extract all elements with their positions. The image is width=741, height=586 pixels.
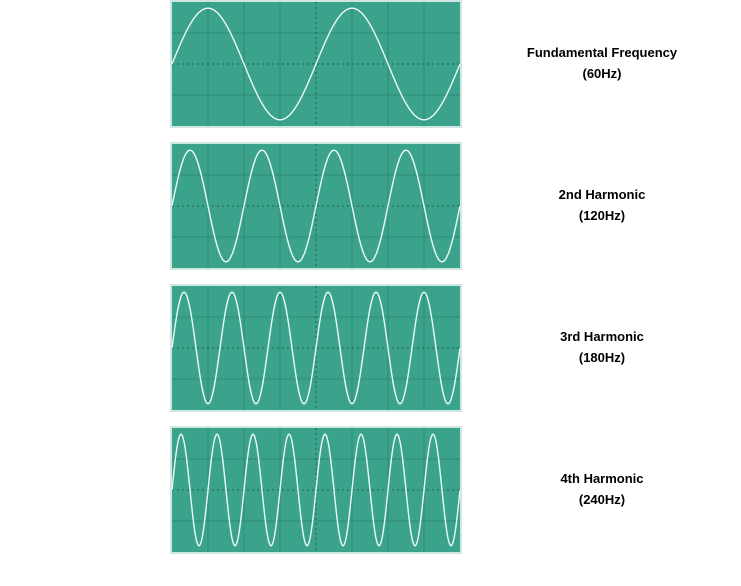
harmonic-label-title: Fundamental Frequency (502, 43, 702, 64)
harmonic-label-4: 4th Harmonic(240Hz) (502, 469, 702, 511)
harmonic-row-4: 4th Harmonic(240Hz) (0, 426, 741, 554)
harmonic-label-title: 3rd Harmonic (502, 327, 702, 348)
harmonic-label-3: 3rd Harmonic(180Hz) (502, 327, 702, 369)
harmonic-row-1: Fundamental Frequency(60Hz) (0, 0, 741, 128)
harmonic-label-freq: (240Hz) (502, 490, 702, 511)
harmonic-label-title: 4th Harmonic (502, 469, 702, 490)
harmonic-label-freq: (180Hz) (502, 348, 702, 369)
harmonic-label-1: Fundamental Frequency(60Hz) (502, 43, 702, 85)
harmonic-row-3: 3rd Harmonic(180Hz) (0, 284, 741, 412)
harmonic-row-2: 2nd Harmonic(120Hz) (0, 142, 741, 270)
scope-panel-2 (170, 142, 462, 270)
harmonic-label-title: 2nd Harmonic (502, 185, 702, 206)
harmonic-label-2: 2nd Harmonic(120Hz) (502, 185, 702, 227)
scope-panel-1 (170, 0, 462, 128)
harmonic-label-freq: (60Hz) (502, 64, 702, 85)
scope-panel-3 (170, 284, 462, 412)
scope-panel-4 (170, 426, 462, 554)
harmonic-label-freq: (120Hz) (502, 206, 702, 227)
